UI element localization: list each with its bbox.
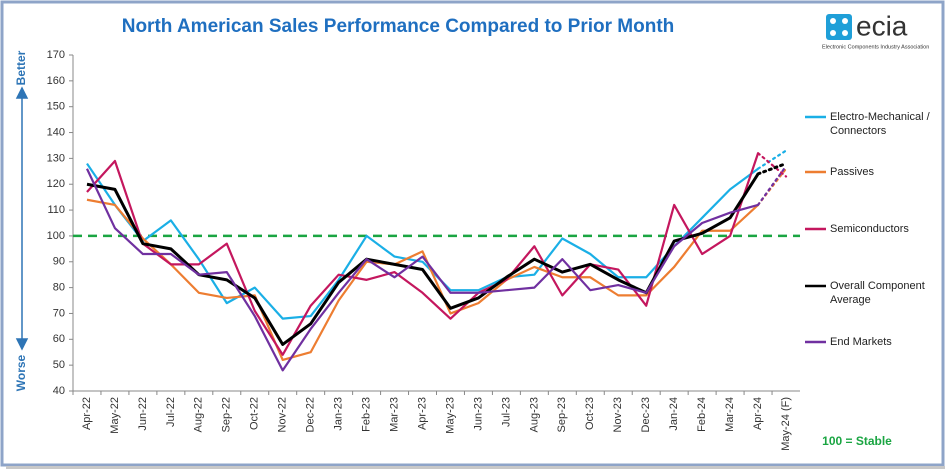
- legend-label: Passives: [830, 166, 875, 178]
- worse-label: Worse: [14, 354, 28, 391]
- x-tick-label: Apr-23: [416, 397, 428, 430]
- x-tick-label: Jan-23: [333, 397, 345, 431]
- series-line: [85, 168, 759, 372]
- series-line: [86, 162, 759, 320]
- y-tick-label: 50: [53, 359, 65, 371]
- y-tick-label: 70: [53, 307, 65, 319]
- x-tick-label: Oct-23: [584, 397, 596, 430]
- logo-icon: [826, 14, 852, 40]
- x-tick-label: Sep-22: [221, 397, 233, 432]
- y-tick-label: 120: [47, 178, 65, 190]
- forecast-line: [756, 152, 788, 178]
- y-tick-label: 110: [47, 204, 65, 216]
- x-tick-label: Aug-22: [193, 397, 205, 432]
- arrow-head: [15, 338, 29, 351]
- frame-shadow: [6, 466, 945, 469]
- legend-label: End Markets: [830, 336, 892, 348]
- better-label: Better: [14, 50, 28, 85]
- x-tick-label: Dec-23: [640, 397, 652, 432]
- logo-dot: [842, 18, 848, 24]
- x-tick-label: Jan-24: [668, 397, 680, 431]
- logo-name: ecia: [856, 10, 908, 41]
- forecast-line: [756, 165, 788, 207]
- legend-label: Semiconductors: [830, 223, 909, 235]
- chart-title: North American Sales Performance Compare…: [122, 16, 675, 37]
- series-line: [86, 198, 759, 362]
- x-tick-label: Jul-22: [165, 397, 177, 427]
- x-tick-label: Nov-23: [612, 397, 624, 432]
- x-tick-label: Jun-22: [137, 397, 149, 431]
- x-tick-label: Jul-23: [500, 397, 512, 427]
- logo-dot: [830, 30, 836, 36]
- y-tick-label: 80: [53, 282, 65, 294]
- x-tick-label: Mar-23: [388, 397, 400, 432]
- logo: ecia Electronic Components Industry Asso…: [822, 10, 929, 50]
- x-tick-label: Apr-24: [752, 397, 764, 430]
- forecast-line: [756, 149, 788, 170]
- x-tick-label: May-23: [444, 397, 456, 434]
- x-tick-label: May-24 (F): [780, 397, 792, 451]
- x-tick-label: Feb-24: [696, 397, 708, 432]
- x-tick-label: Feb-23: [361, 397, 373, 432]
- side-arrow: [15, 86, 29, 351]
- y-tick-label: 170: [47, 49, 65, 61]
- reference-label: 100 = Stable: [822, 434, 892, 448]
- x-tick-label: Sep-23: [556, 397, 568, 432]
- logo-tagline: Electronic Components Industry Associati…: [822, 44, 929, 50]
- logo-dot: [830, 18, 836, 24]
- x-tick-label: May-22: [109, 397, 121, 434]
- series-line: [86, 152, 760, 356]
- y-tick-label: 90: [53, 256, 65, 268]
- y-tick-label: 40: [53, 385, 65, 397]
- x-tick-label: Dec-22: [305, 397, 317, 432]
- y-tick-label: 150: [47, 101, 65, 113]
- forecast-line: [756, 162, 788, 176]
- x-tick-label: Jun-23: [472, 397, 484, 431]
- y-tick-label: 60: [53, 333, 65, 345]
- x-tick-label: Aug-23: [528, 397, 540, 432]
- y-tick-label: 140: [47, 126, 65, 138]
- logo-dot: [842, 30, 848, 36]
- x-tick-label: Mar-24: [724, 397, 736, 432]
- legend-label: Electro-Mechanical / Connectors: [830, 111, 930, 137]
- x-tick-label: Nov-22: [277, 397, 289, 432]
- y-tick-label: 130: [47, 152, 65, 164]
- legend-label: Overall Component Average: [830, 280, 925, 306]
- arrow-head: [15, 86, 29, 99]
- x-tick-label: Oct-22: [249, 397, 261, 430]
- y-tick-label: 100: [47, 230, 65, 242]
- x-tick-label: Apr-22: [81, 397, 93, 430]
- y-tick-label: 160: [47, 75, 65, 87]
